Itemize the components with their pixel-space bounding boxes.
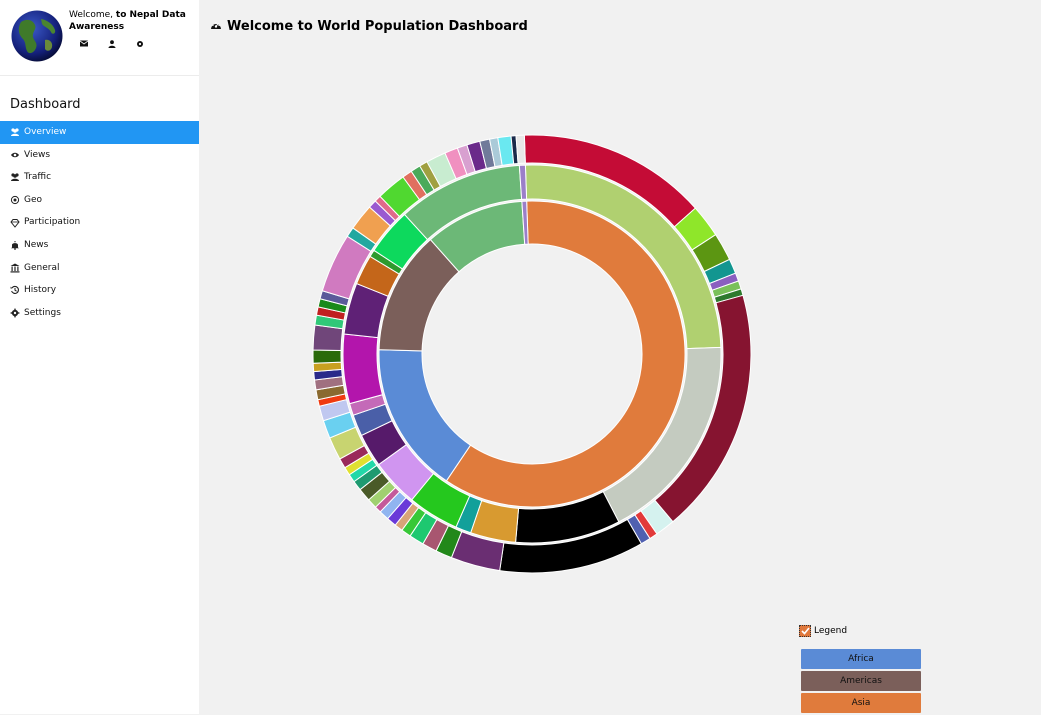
- sidebar-nav: Overview Views Traffic Geo Participation: [0, 121, 199, 324]
- legend-item-asia[interactable]: Asia: [801, 693, 921, 713]
- users-icon: [10, 127, 20, 137]
- sidebar-item-label: Geo: [24, 194, 43, 205]
- sidebar-item-label: Participation: [24, 217, 81, 228]
- globe-avatar: [11, 10, 63, 62]
- legend-toggle[interactable]: Legend: [799, 625, 847, 637]
- users-icon: [10, 172, 20, 182]
- sidebar: Welcome, to Nepal Data Awareness Dashboa…: [0, 0, 199, 714]
- sidebar-title: Dashboard: [10, 97, 81, 112]
- bullseye-icon: [10, 195, 20, 205]
- sidebar-item-label: Traffic: [24, 172, 52, 183]
- sunburst-segment-r2-35[interactable]: [312, 349, 342, 364]
- sunburst-segment-r2-36[interactable]: [312, 324, 344, 351]
- sidebar-item-settings[interactable]: Settings: [0, 302, 199, 325]
- sidebar-item-news[interactable]: News: [0, 234, 199, 257]
- sidebar-item-views[interactable]: Views: [0, 144, 199, 167]
- legend-items: Africa Americas Asia: [801, 649, 921, 715]
- population-sunburst-chart[interactable]: [199, 75, 1041, 615]
- dashboard-icon: [210, 19, 222, 34]
- legend-checkbox[interactable]: [799, 625, 811, 637]
- checkmark-icon: [800, 627, 810, 635]
- sidebar-item-label: General: [24, 262, 60, 273]
- sunburst-segment-r0-4[interactable]: [521, 200, 529, 245]
- sunburst-segment-r1-10[interactable]: [342, 333, 384, 405]
- sidebar-item-traffic[interactable]: Traffic: [0, 166, 199, 189]
- sidebar-item-participation[interactable]: Participation: [0, 211, 199, 234]
- bell-icon: [10, 240, 20, 251]
- legend: Legend Africa Americas Asia: [799, 625, 921, 713]
- sidebar-item-label: History: [24, 285, 57, 296]
- gear-icon: [10, 308, 20, 318]
- welcome-prefix: Welcome,: [69, 10, 114, 20]
- profile-actions: [80, 40, 164, 50]
- sidebar-item-history[interactable]: History: [0, 279, 199, 302]
- bank-icon: [10, 263, 20, 273]
- page-header: Welcome to World Population Dashboard: [210, 19, 528, 34]
- legend-item-africa[interactable]: Africa: [801, 649, 921, 669]
- sidebar-item-overview[interactable]: Overview: [0, 121, 199, 144]
- page-title: Welcome to World Population Dashboard: [227, 19, 528, 34]
- history-icon: [10, 285, 20, 295]
- sidebar-item-label: Settings: [24, 307, 61, 318]
- eye-icon: [10, 150, 20, 160]
- sidebar-item-label: Views: [24, 149, 51, 160]
- welcome-text: Welcome, to Nepal Data Awareness: [69, 9, 194, 33]
- gear-icon[interactable]: [136, 40, 164, 50]
- diamond-icon: [10, 218, 20, 228]
- sidebar-item-geo[interactable]: Geo: [0, 189, 199, 212]
- sidebar-item-label: Overview: [24, 127, 67, 137]
- profile-panel: Welcome, to Nepal Data Awareness: [0, 0, 199, 76]
- legend-toggle-label: Legend: [814, 626, 848, 636]
- sidebar-item-label: News: [24, 239, 49, 250]
- sunburst-segment-r1-16[interactable]: [518, 164, 528, 200]
- welcome-org: to Nepal Data Awareness: [69, 10, 186, 32]
- legend-item-americas[interactable]: Americas: [801, 671, 921, 691]
- asia-sunburst-segment-r0-0[interactable]: [445, 200, 686, 508]
- envelope-icon[interactable]: [80, 40, 108, 50]
- sunburst-segment-r2-58[interactable]: [515, 134, 526, 165]
- user-icon[interactable]: [108, 40, 136, 50]
- sidebar-item-general[interactable]: General: [0, 257, 199, 280]
